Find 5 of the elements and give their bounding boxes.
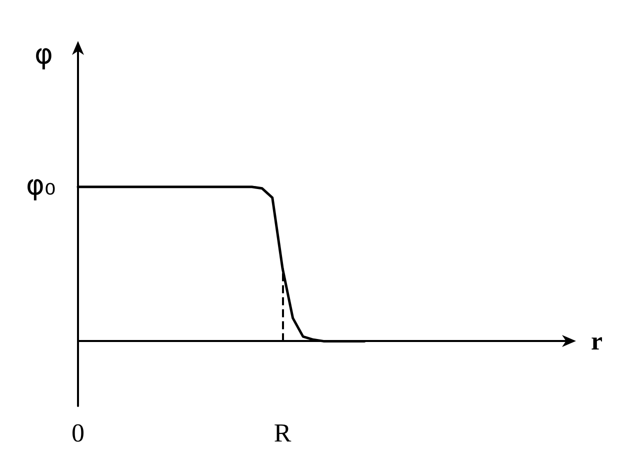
x-tick-label: R xyxy=(274,418,292,448)
y-axis-title: φ xyxy=(34,38,53,70)
x-axis-title: r xyxy=(591,326,603,356)
x-tick-label: 0 xyxy=(72,418,84,448)
annotation: φ₀ xyxy=(26,168,56,202)
